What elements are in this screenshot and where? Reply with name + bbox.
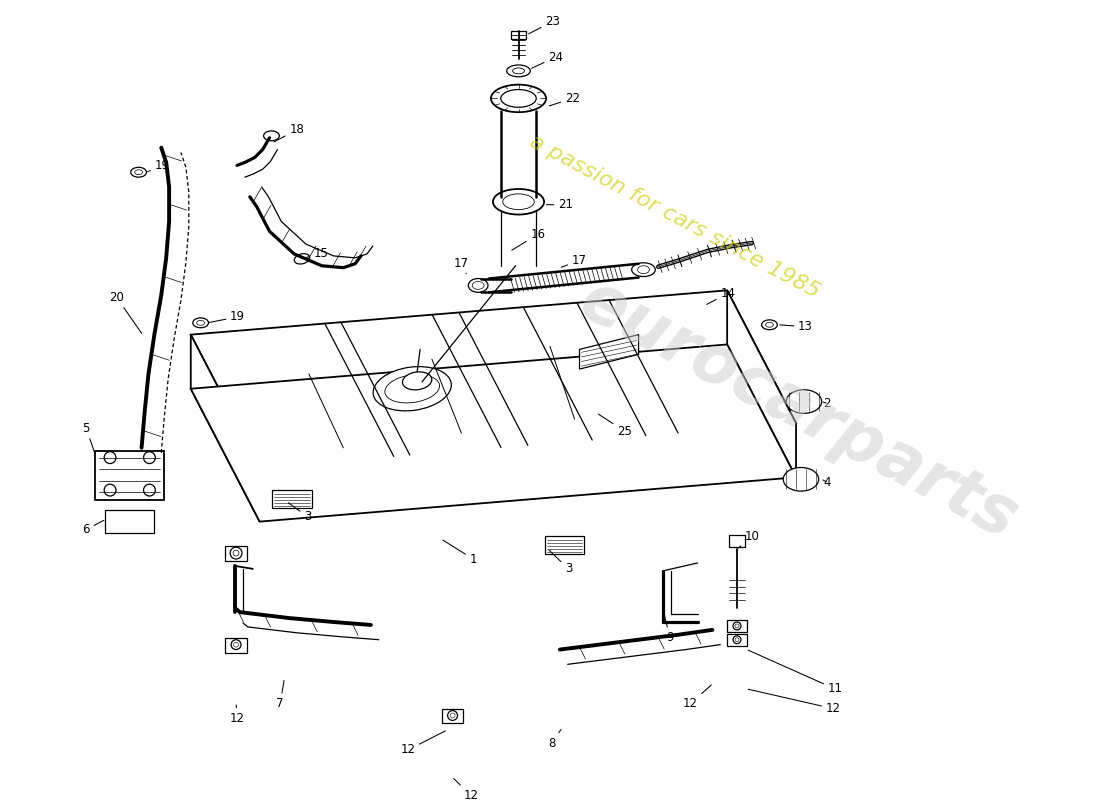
Text: 11: 11 — [748, 650, 843, 695]
Polygon shape — [580, 334, 639, 369]
Text: 25: 25 — [598, 414, 631, 438]
Text: 7: 7 — [276, 681, 284, 710]
Circle shape — [104, 484, 116, 496]
Polygon shape — [727, 620, 747, 632]
Text: 12: 12 — [400, 731, 446, 757]
Polygon shape — [729, 535, 745, 547]
Text: 24: 24 — [531, 50, 563, 68]
Ellipse shape — [783, 467, 818, 491]
Polygon shape — [273, 490, 311, 508]
Polygon shape — [546, 536, 584, 554]
Ellipse shape — [192, 318, 209, 328]
Ellipse shape — [507, 65, 530, 77]
Polygon shape — [727, 290, 796, 478]
Text: 21: 21 — [547, 198, 573, 211]
Polygon shape — [190, 290, 796, 467]
Text: 1: 1 — [443, 540, 476, 566]
Text: 9: 9 — [663, 611, 673, 644]
Ellipse shape — [373, 366, 451, 411]
Circle shape — [104, 452, 116, 463]
Text: 16: 16 — [512, 228, 546, 250]
Polygon shape — [727, 634, 747, 646]
Text: eurocarparts: eurocarparts — [569, 266, 1028, 553]
Polygon shape — [190, 345, 796, 522]
Ellipse shape — [761, 320, 778, 330]
Ellipse shape — [493, 189, 544, 214]
Text: 2: 2 — [823, 397, 832, 410]
Text: 13: 13 — [780, 320, 813, 334]
Text: 12: 12 — [453, 778, 478, 800]
Polygon shape — [190, 334, 260, 522]
Ellipse shape — [631, 262, 656, 277]
Ellipse shape — [469, 278, 488, 292]
Text: 22: 22 — [549, 92, 580, 106]
Text: 17: 17 — [453, 258, 469, 274]
Ellipse shape — [786, 390, 822, 414]
Text: 12: 12 — [230, 705, 245, 725]
Text: 19: 19 — [147, 159, 169, 172]
Text: 19: 19 — [209, 310, 245, 323]
Text: 5: 5 — [82, 422, 95, 454]
Text: 14: 14 — [706, 286, 735, 305]
Ellipse shape — [295, 254, 310, 264]
Ellipse shape — [131, 167, 146, 177]
Circle shape — [733, 636, 741, 644]
Polygon shape — [106, 510, 154, 534]
Polygon shape — [226, 546, 246, 561]
Text: 6: 6 — [82, 520, 103, 536]
Text: 12: 12 — [683, 685, 712, 710]
Circle shape — [143, 484, 155, 496]
Circle shape — [230, 547, 242, 559]
Text: 23: 23 — [529, 15, 560, 34]
Ellipse shape — [264, 131, 279, 141]
Ellipse shape — [403, 372, 432, 390]
Text: 3: 3 — [549, 550, 572, 575]
Text: a passion for cars since 1985: a passion for cars since 1985 — [526, 131, 823, 302]
Circle shape — [143, 452, 155, 463]
Circle shape — [231, 640, 241, 650]
Circle shape — [733, 622, 741, 630]
Text: 10: 10 — [738, 530, 760, 548]
Polygon shape — [226, 638, 246, 653]
Circle shape — [448, 710, 458, 721]
Text: 4: 4 — [823, 476, 832, 489]
Text: 3: 3 — [288, 502, 311, 523]
Polygon shape — [96, 450, 164, 500]
Text: 12: 12 — [748, 690, 840, 715]
Text: 15: 15 — [301, 247, 329, 261]
Ellipse shape — [491, 85, 546, 112]
Text: 20: 20 — [109, 290, 142, 334]
Polygon shape — [442, 709, 463, 723]
Polygon shape — [510, 31, 527, 39]
Text: 17: 17 — [561, 254, 586, 267]
Text: 8: 8 — [548, 730, 561, 750]
Text: 18: 18 — [274, 123, 304, 142]
